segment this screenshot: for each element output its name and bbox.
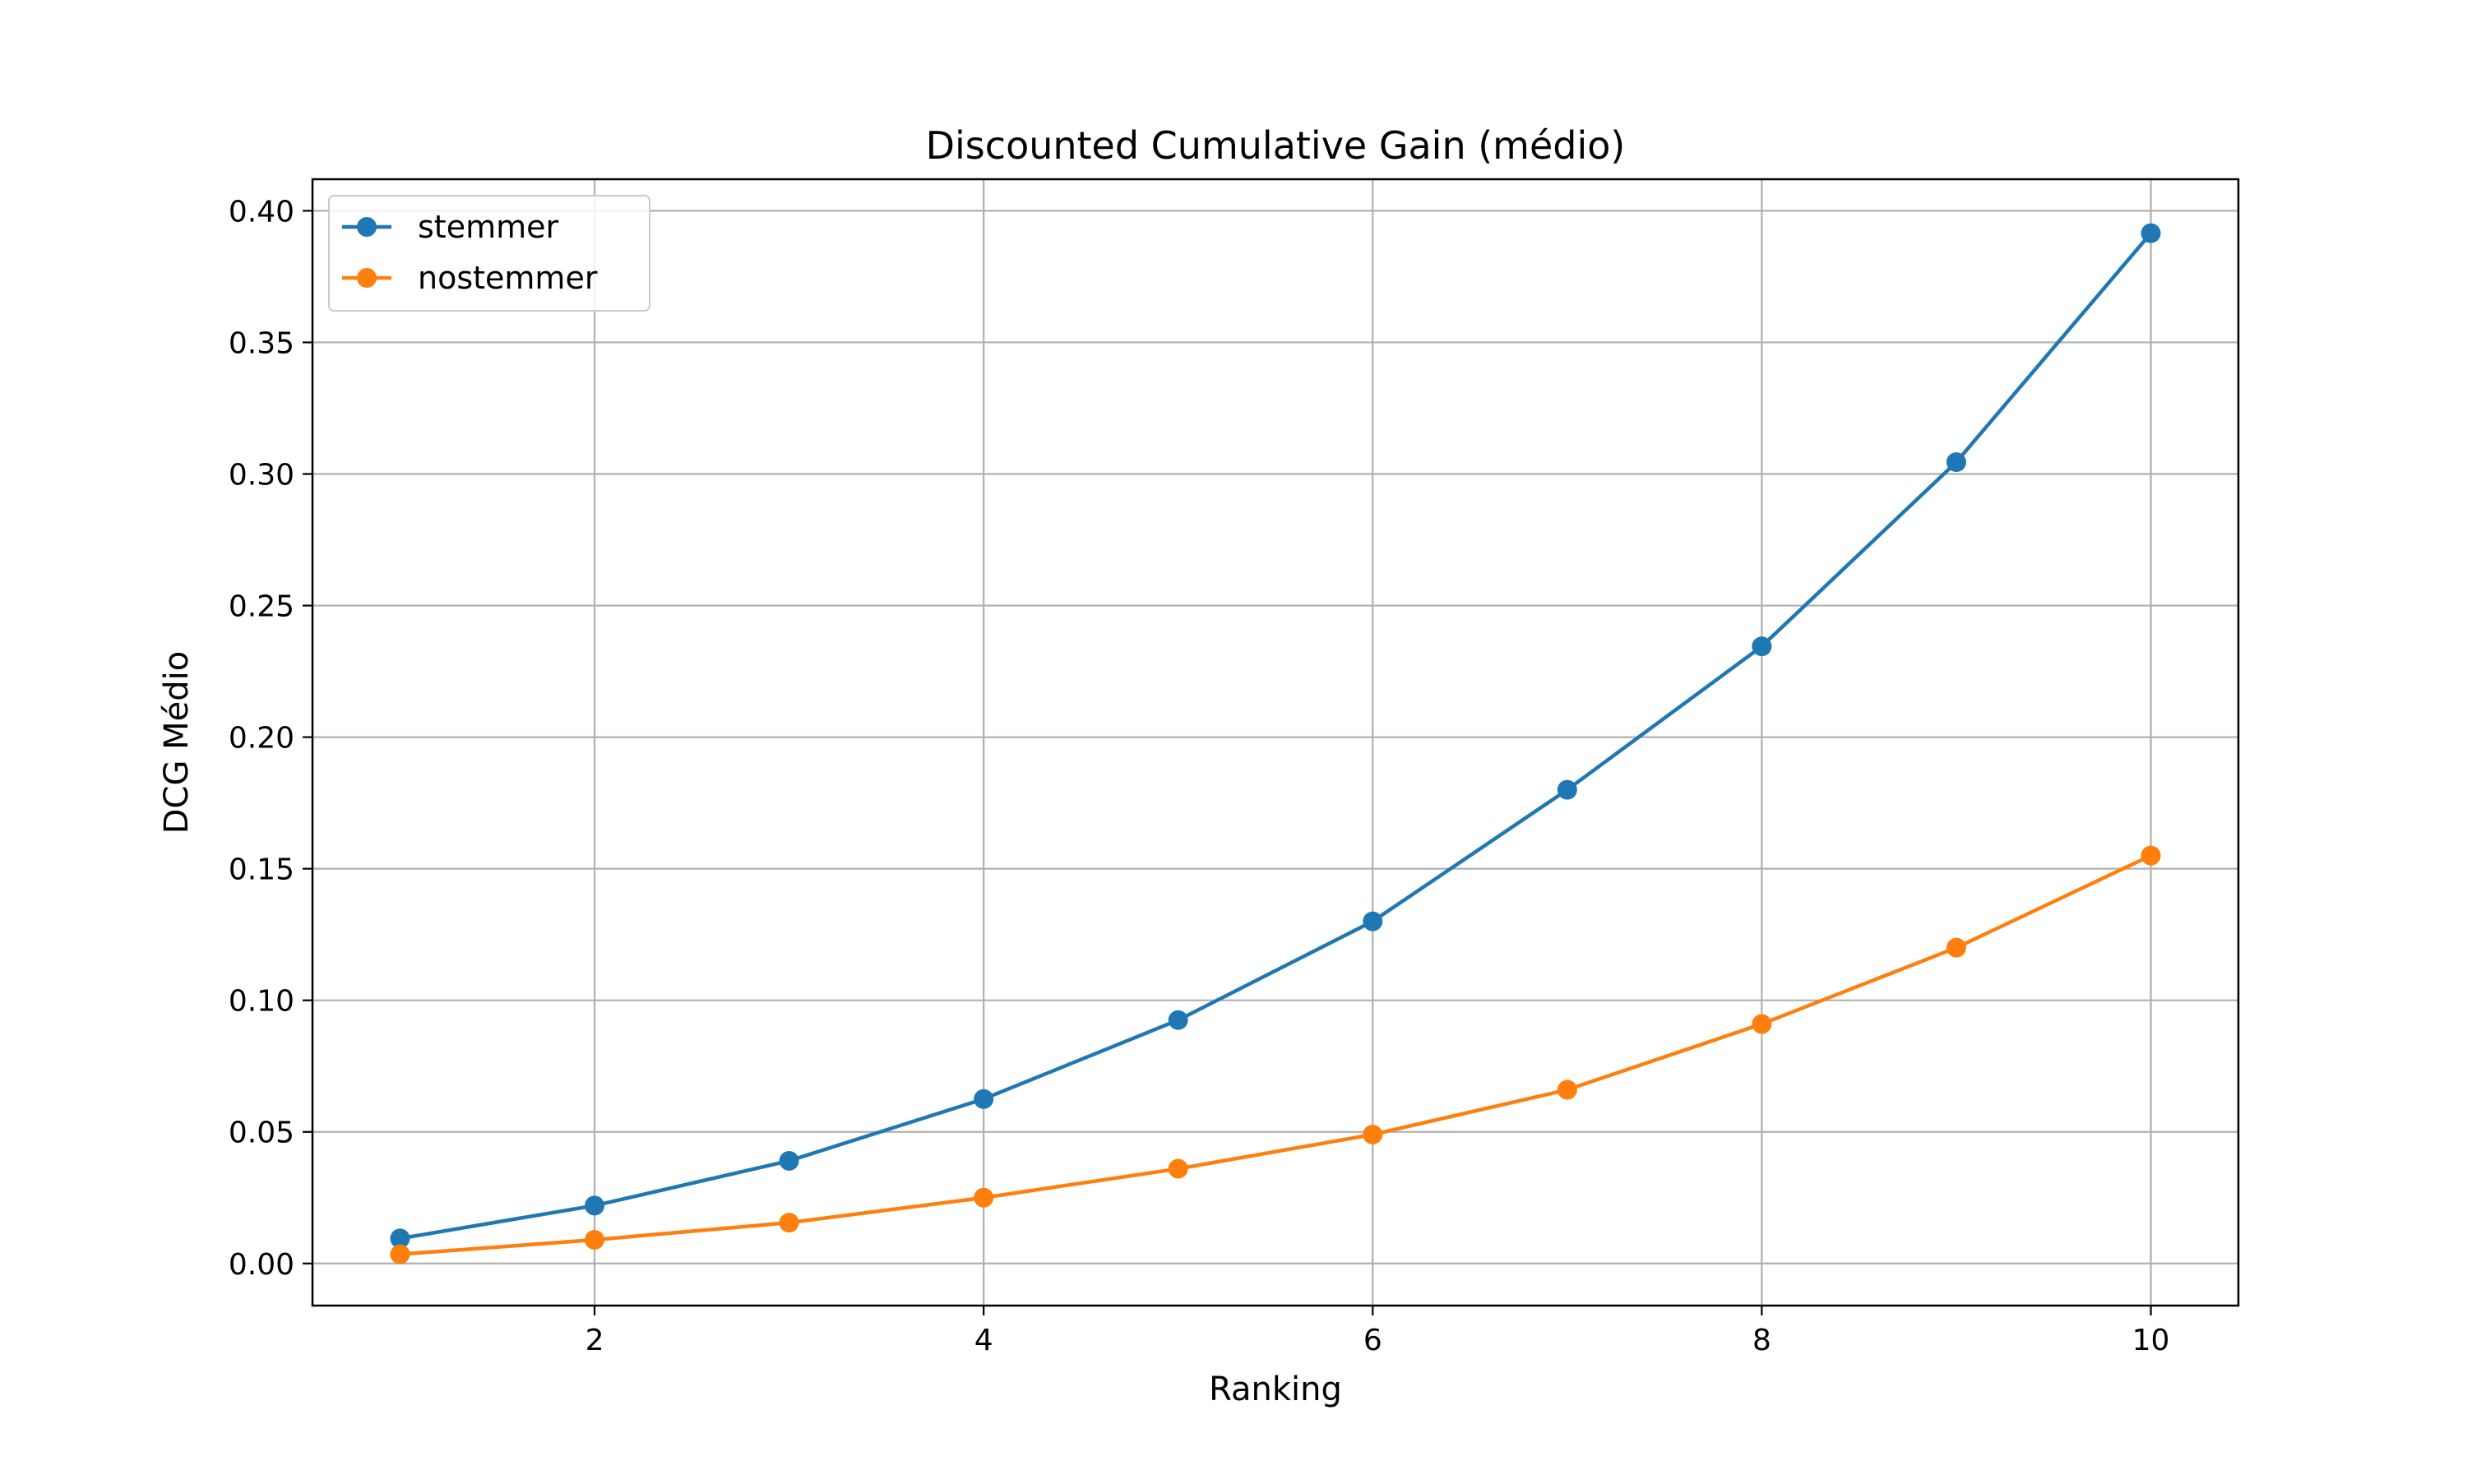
legend-label-nostemmer: nostemmer	[418, 260, 598, 296]
data-point-stemmer	[1557, 779, 1577, 800]
y-axis-title: DCG Médio	[158, 651, 196, 834]
data-point-nostemmer	[1752, 1014, 1772, 1034]
legend-label-stemmer: stemmer	[418, 209, 558, 245]
plot-frame	[311, 178, 2240, 1307]
y-tick-label: 0.20	[229, 722, 294, 756]
data-point-nostemmer	[974, 1187, 994, 1208]
y-tick-label: 0.25	[229, 590, 294, 624]
data-point-nostemmer	[1557, 1079, 1577, 1100]
data-point-stemmer	[1946, 452, 1966, 473]
data-point-stemmer	[1363, 911, 1383, 932]
x-tick-label: 8	[1752, 1324, 1771, 1357]
data-point-stemmer	[2141, 223, 2161, 243]
data-point-nostemmer	[390, 1244, 410, 1264]
y-tick-label: 0.15	[229, 853, 294, 887]
legend-marker-nostemmer	[357, 268, 377, 288]
legend: stemmer nostemmer	[328, 195, 650, 312]
y-tick-label: 0.30	[229, 459, 294, 492]
data-point-stemmer	[390, 1228, 410, 1249]
series-nostemmer	[390, 845, 2161, 1264]
chart-title: Discounted Cumulative Gain (médio)	[926, 123, 1626, 168]
data-point-nostemmer	[1946, 937, 1966, 958]
x-tick-label: 10	[2132, 1324, 2170, 1357]
series-layer	[390, 223, 2161, 1264]
x-tick-label: 4	[974, 1324, 993, 1357]
x-axis-title: Ranking	[1209, 1371, 1342, 1408]
grid-layer	[312, 179, 2238, 1306]
data-point-stemmer	[585, 1195, 605, 1216]
x-tick-label: 2	[586, 1324, 604, 1357]
y-tick-label: 0.35	[229, 326, 294, 360]
series-line-nostemmer	[400, 853, 2152, 1256]
y-tick-label: 0.10	[229, 985, 294, 1019]
legend-item-stemmer: stemmer	[342, 209, 558, 245]
legend-item-nostemmer: nostemmer	[342, 260, 598, 296]
y-tick-label: 0.05	[229, 1116, 294, 1150]
data-point-nostemmer	[779, 1213, 799, 1233]
y-tick-label: 0.40	[229, 195, 294, 229]
data-point-nostemmer	[1168, 1158, 1188, 1179]
data-point-nostemmer	[1363, 1124, 1383, 1144]
data-point-stemmer	[779, 1150, 799, 1171]
data-point-stemmer	[974, 1089, 994, 1109]
data-point-stemmer	[1752, 636, 1772, 657]
series-line-stemmer	[400, 232, 2153, 1241]
tick-layer: 2 4 6 8 10 0.00 0.05 0.10 0.15 0.20 0.25 0.30 0.35 0.…	[229, 195, 2170, 1357]
data-point-nostemmer	[2141, 845, 2161, 866]
legend-marker-stemmer	[357, 217, 377, 237]
legend-box	[328, 195, 650, 312]
series-stemmer	[390, 223, 2161, 1249]
data-point-nostemmer	[585, 1229, 605, 1250]
y-tick-label: 0.00	[229, 1248, 294, 1282]
x-tick-label: 6	[1363, 1324, 1382, 1357]
data-point-stemmer	[1168, 1010, 1188, 1030]
